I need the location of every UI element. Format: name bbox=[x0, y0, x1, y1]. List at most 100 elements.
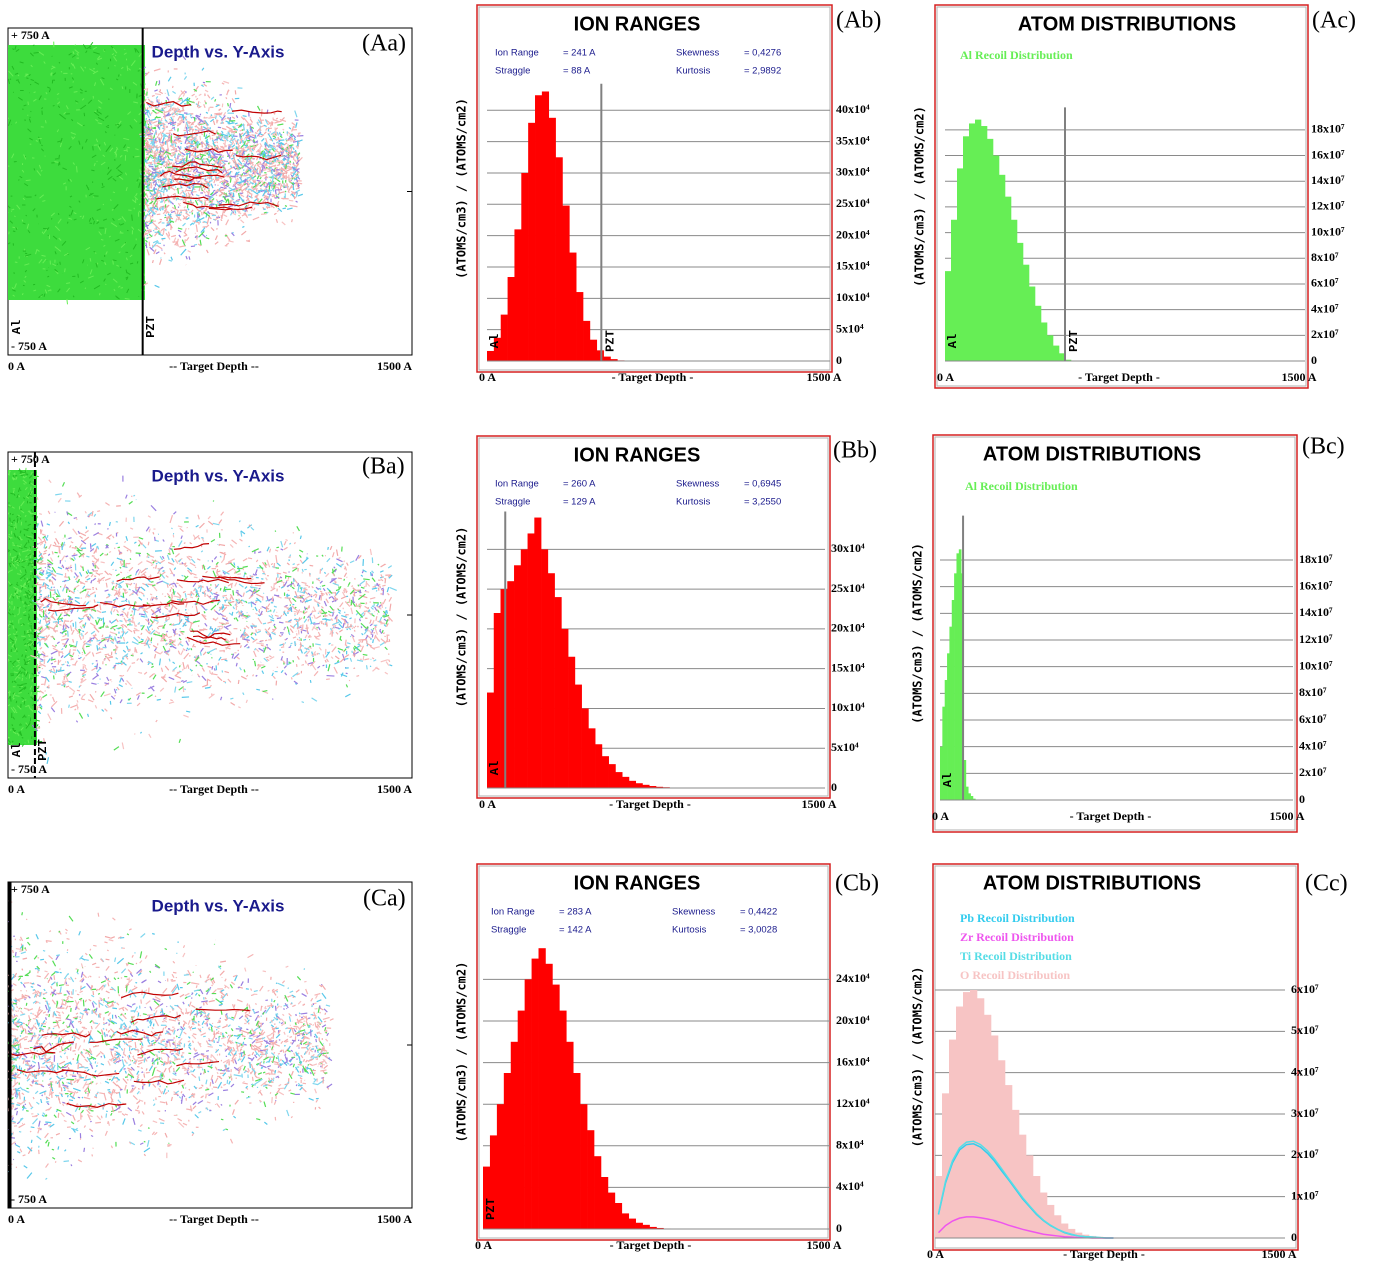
al-track bbox=[82, 44, 87, 49]
al-track bbox=[24, 73, 29, 77]
pzt-track bbox=[235, 662, 238, 667]
al-track bbox=[16, 732, 20, 737]
pzt-track bbox=[288, 135, 294, 141]
al-track bbox=[12, 474, 15, 478]
pzt-track bbox=[303, 606, 307, 611]
pzt-track bbox=[169, 223, 173, 229]
pzt-track bbox=[144, 224, 150, 227]
pzt-track bbox=[288, 144, 294, 147]
al-track bbox=[19, 61, 24, 64]
pzt-track bbox=[254, 633, 257, 636]
pzt-track bbox=[194, 141, 200, 147]
al-track bbox=[30, 509, 34, 513]
pzt-track bbox=[245, 164, 252, 171]
pzt-track bbox=[226, 166, 234, 172]
al-track bbox=[11, 643, 15, 648]
pzt-track bbox=[166, 96, 170, 101]
al-track bbox=[118, 74, 120, 77]
pzt-track bbox=[187, 193, 192, 198]
pzt-track bbox=[189, 668, 193, 672]
pzt-track bbox=[248, 545, 251, 548]
pzt-track bbox=[283, 176, 286, 179]
pzt-track bbox=[220, 115, 226, 121]
al-track bbox=[72, 63, 76, 69]
pzt-track bbox=[101, 708, 105, 712]
pzt-track bbox=[216, 570, 221, 573]
pzt-track bbox=[185, 155, 188, 163]
pzt-track bbox=[56, 572, 63, 576]
pzt-track bbox=[201, 204, 204, 207]
pzt-track bbox=[170, 116, 174, 122]
pzt-track bbox=[253, 140, 259, 144]
pzt-track bbox=[166, 166, 169, 168]
pzt-track bbox=[184, 227, 187, 233]
pzt-track bbox=[182, 590, 186, 594]
pzt-track bbox=[305, 556, 308, 559]
al-track bbox=[29, 137, 33, 141]
pzt-track bbox=[259, 128, 262, 132]
pzt-track bbox=[158, 119, 162, 124]
al-track bbox=[19, 573, 27, 580]
al-track bbox=[69, 205, 72, 208]
al-track bbox=[126, 276, 129, 281]
al-track bbox=[8, 569, 13, 573]
al-track bbox=[8, 736, 10, 739]
pzt-track bbox=[117, 588, 121, 593]
al-track bbox=[69, 178, 73, 182]
al-track bbox=[19, 489, 22, 491]
al-track bbox=[32, 605, 35, 609]
al-track bbox=[108, 235, 111, 238]
pzt-track bbox=[155, 251, 160, 255]
pzt-track bbox=[342, 622, 345, 628]
pzt-track bbox=[126, 665, 132, 672]
pzt-track bbox=[197, 130, 200, 133]
pzt-track bbox=[294, 608, 298, 612]
pzt-track bbox=[184, 208, 188, 213]
pzt-track bbox=[137, 569, 142, 576]
pzt-track bbox=[39, 619, 42, 625]
pzt-track bbox=[142, 609, 149, 613]
pzt-track bbox=[190, 179, 194, 183]
pzt-track bbox=[388, 659, 391, 663]
pzt-track bbox=[200, 181, 203, 183]
pzt-track bbox=[148, 733, 152, 739]
pzt-track bbox=[183, 170, 187, 174]
pzt-track bbox=[203, 220, 208, 224]
al-track bbox=[30, 708, 34, 712]
panel-title: ATOM DISTRIBUTIONS bbox=[1018, 13, 1236, 35]
pzt-track bbox=[119, 674, 123, 677]
pzt-track bbox=[219, 168, 223, 171]
pzt-track bbox=[285, 164, 287, 170]
al-track bbox=[30, 486, 32, 491]
al-track bbox=[24, 704, 30, 708]
pzt-track bbox=[292, 659, 295, 663]
pzt-track bbox=[170, 220, 175, 223]
al-track bbox=[121, 216, 127, 222]
pzt-track bbox=[197, 514, 200, 520]
al-track bbox=[68, 217, 73, 220]
pzt-track bbox=[176, 135, 184, 139]
pzt-track bbox=[74, 575, 80, 581]
al-track bbox=[119, 266, 122, 269]
pzt-track bbox=[43, 538, 47, 544]
pzt-track bbox=[288, 127, 292, 130]
pzt-track bbox=[140, 615, 146, 618]
pzt-track bbox=[166, 618, 170, 621]
bar bbox=[987, 138, 994, 361]
pzt-track bbox=[236, 199, 240, 202]
pzt-track bbox=[46, 523, 51, 526]
ion-track bbox=[184, 148, 233, 153]
pzt-track bbox=[151, 241, 158, 249]
pzt-track bbox=[247, 181, 250, 186]
pzt-track bbox=[325, 651, 331, 658]
pzt-track bbox=[50, 658, 56, 661]
pzt-track bbox=[213, 141, 216, 144]
pzt-track bbox=[197, 180, 201, 183]
pzt-track bbox=[303, 650, 308, 655]
pzt-track bbox=[227, 103, 230, 107]
pzt-track bbox=[272, 132, 276, 136]
pzt-track bbox=[262, 169, 267, 171]
al-track bbox=[12, 691, 15, 695]
al-track bbox=[16, 536, 21, 541]
al-track bbox=[15, 695, 20, 697]
